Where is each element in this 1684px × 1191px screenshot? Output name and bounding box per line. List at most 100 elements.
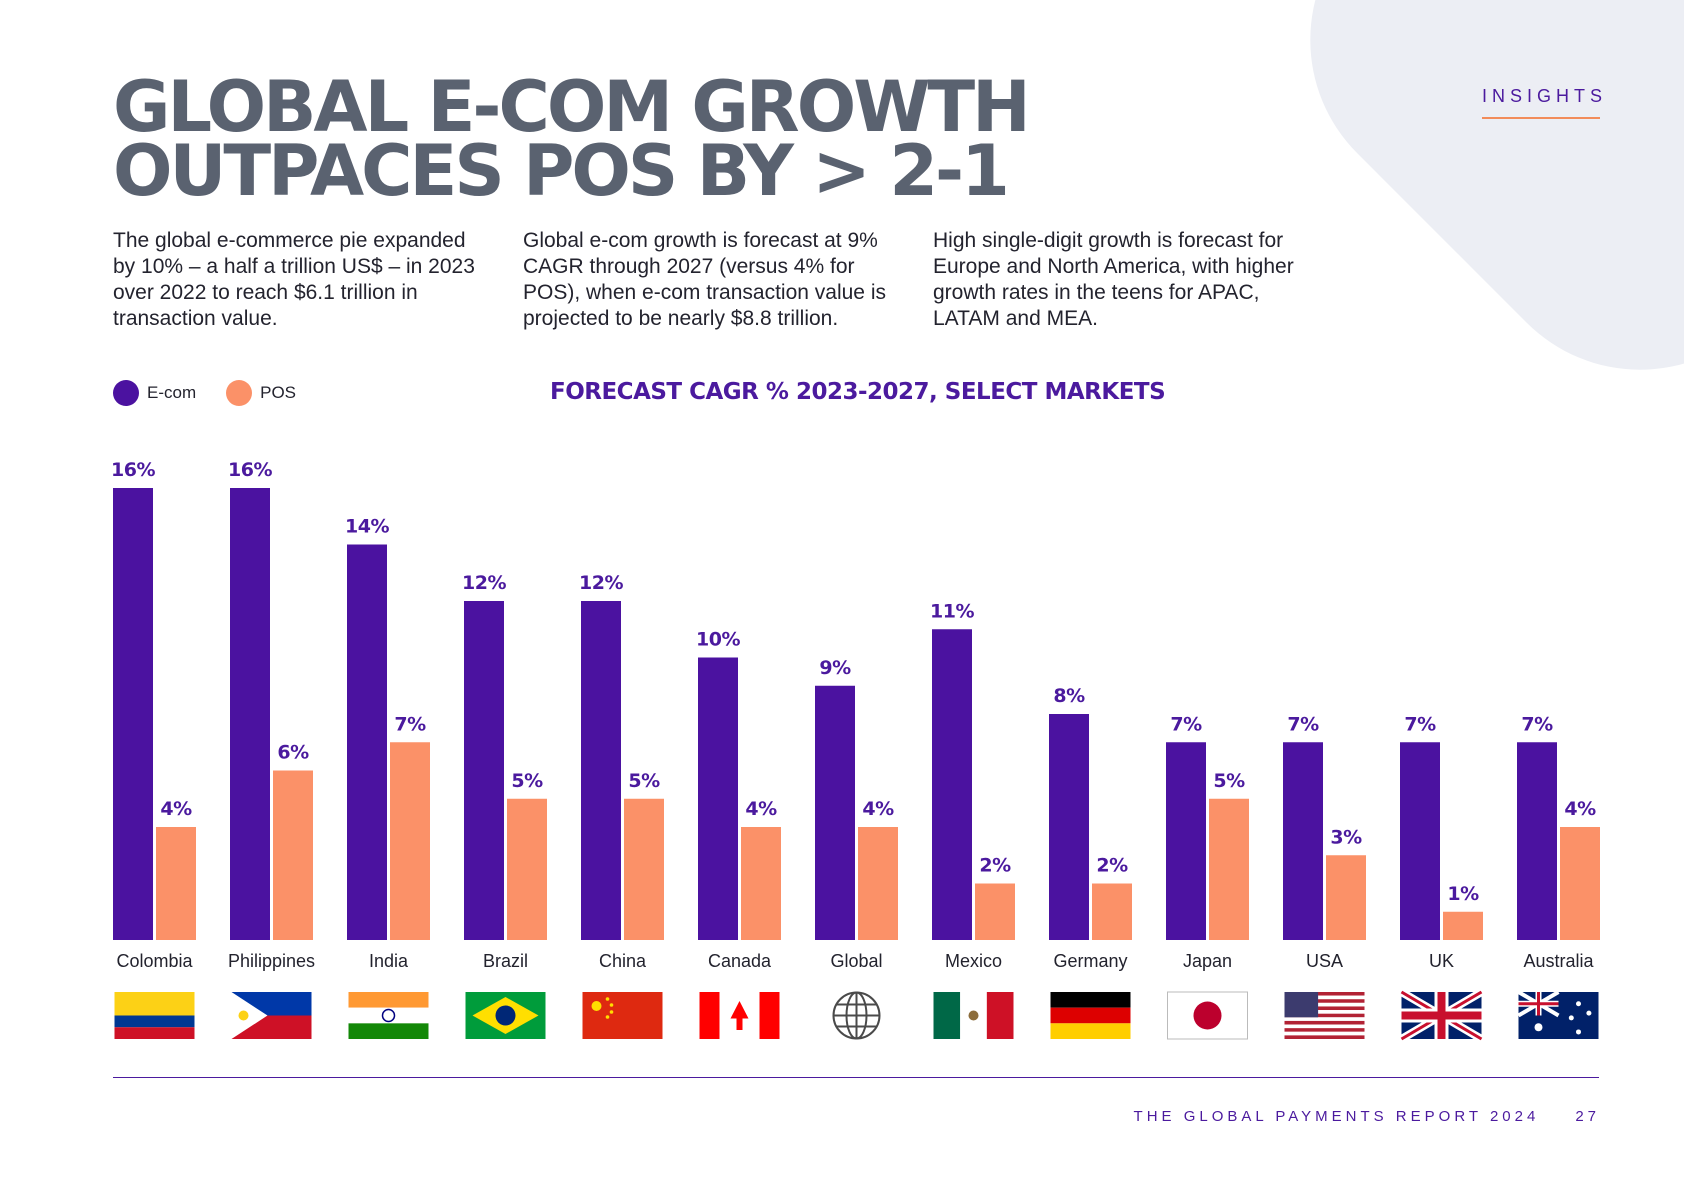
value-label-e-com-global: 9% <box>819 657 851 679</box>
flag-colombia-icon-part <box>114 1015 195 1028</box>
flag-china-icon-part <box>605 1015 610 1019</box>
flag-china-icon-part <box>609 1010 614 1014</box>
bar-pos-uk <box>1443 911 1483 940</box>
flag-india-icon-part <box>348 992 429 1008</box>
chart-title: FORECAST CAGR % 2023-2027, SELECT MARKET… <box>550 379 1166 405</box>
flag-usa-icon-part <box>1284 1013 1365 1018</box>
bar-e-com-japan <box>1166 742 1206 940</box>
flag-australia-icon-part <box>1568 1015 1574 1021</box>
bar-e-com-philippines <box>230 488 270 940</box>
flag-germany-icon-part <box>1050 1007 1131 1024</box>
flag-usa-icon-part <box>1284 1010 1365 1014</box>
flag-usa-icon-part <box>1284 1031 1365 1036</box>
flag-brazil-icon-part <box>495 1005 516 1026</box>
value-label-pos-japan: 5% <box>1213 770 1245 792</box>
flag-usa-icon-part <box>1284 992 1319 1018</box>
section-label-underline <box>1482 117 1600 119</box>
category-label-usa: USA <box>1306 951 1343 971</box>
category-label-germany: Germany <box>1053 951 1127 971</box>
value-label-pos-canada: 4% <box>745 798 777 820</box>
legend-label-ecom: E-com <box>147 383 197 402</box>
value-label-pos-mexico: 2% <box>979 855 1011 877</box>
flag-japan-icon-part <box>1193 1001 1222 1030</box>
category-label-brazil: Brazil <box>483 951 528 971</box>
page-title-line-2: OUTPACES POS BY > 2-1 <box>113 130 1010 212</box>
flag-usa-icon-part <box>1284 1035 1365 1039</box>
value-label-pos-uk: 1% <box>1447 883 1479 905</box>
section-label: INSIGHTS <box>1482 86 1608 106</box>
category-label-japan: Japan <box>1183 951 1232 971</box>
value-label-e-com-usa: 7% <box>1287 713 1319 735</box>
value-label-e-com-uk: 7% <box>1404 713 1436 735</box>
value-label-e-com-germany: 8% <box>1053 685 1085 707</box>
value-label-pos-brazil: 5% <box>511 770 543 792</box>
value-label-e-com-australia: 7% <box>1521 713 1553 735</box>
flag-brazil-icon <box>465 992 546 1039</box>
footer-divider <box>113 1077 1599 1078</box>
value-label-pos-australia: 4% <box>1564 798 1596 820</box>
bar-pos-mexico <box>975 883 1015 940</box>
bar-pos-brazil <box>507 798 547 940</box>
intro-paragraph-2: Global e-com growth is forecast at 9% CA… <box>523 229 886 330</box>
flag-germany-icon-part <box>1050 1023 1131 1039</box>
intro-paragraph-3: High single-digit growth is forecast for… <box>933 229 1294 330</box>
footer-report-title: THE GLOBAL PAYMENTS REPORT 2024 <box>1133 1108 1540 1125</box>
flag-colombia-icon <box>114 992 195 1039</box>
value-label-pos-usa: 3% <box>1330 826 1362 848</box>
flag-india-icon-part <box>348 1023 429 1039</box>
category-label-canada: Canada <box>708 951 772 971</box>
flag-mexico-icon-part <box>986 992 1014 1039</box>
flag-usa-icon-part <box>1284 999 1365 1003</box>
legend-item-pos: POS <box>226 380 296 406</box>
flag-uk-icon-part <box>1401 1011 1482 1020</box>
page-title: GLOBAL E-COM GROWTH OUTPACES POS BY > 2-… <box>113 72 1031 212</box>
bar-e-com-brazil <box>464 601 504 940</box>
bar-e-com-canada <box>698 657 738 940</box>
globe-icon <box>832 991 881 1040</box>
flag-china-icon-part <box>605 997 610 1001</box>
category-label-philippines: Philippines <box>228 951 315 971</box>
flag-india-icon-part <box>381 1008 396 1023</box>
flag-usa-icon <box>1284 992 1365 1039</box>
value-label-e-com-china: 12% <box>579 572 623 594</box>
bar-pos-colombia <box>156 827 196 940</box>
flag-uk-icon <box>1399 988 1484 1043</box>
bar-pos-philippines <box>273 770 313 940</box>
value-label-e-com-colombia: 16% <box>111 459 155 481</box>
flag-usa-icon-part <box>1284 1017 1365 1021</box>
value-label-pos-germany: 2% <box>1096 855 1128 877</box>
flag-australia-icon <box>1517 990 1599 1039</box>
value-label-pos-china: 5% <box>628 770 660 792</box>
flag-australia-icon-part <box>1534 1023 1543 1032</box>
flag-colombia-icon-part <box>114 992 195 1016</box>
bar-e-com-usa <box>1283 742 1323 940</box>
value-label-pos-colombia: 4% <box>160 798 192 820</box>
flag-philippines-icon-part <box>231 992 268 1039</box>
flag-usa-icon-part <box>1284 995 1365 1000</box>
flag-germany-icon-part <box>1050 992 1131 1008</box>
flag-philippines-icon-part <box>238 1010 249 1021</box>
page-number: 27 <box>1575 1108 1600 1125</box>
flag-canada-icon <box>699 992 780 1039</box>
legend-swatch-ecom <box>113 380 139 406</box>
value-label-e-com-brazil: 12% <box>462 572 506 594</box>
category-label-uk: UK <box>1429 951 1454 971</box>
bar-pos-japan <box>1209 798 1249 940</box>
value-label-e-com-philippines: 16% <box>228 459 272 481</box>
category-label-global: Global <box>830 951 882 971</box>
bar-e-com-india <box>347 544 387 940</box>
value-label-pos-global: 4% <box>862 798 894 820</box>
flag-usa-icon-part <box>1284 1028 1365 1032</box>
bar-pos-canada <box>741 827 781 940</box>
flag-china-icon <box>582 992 663 1039</box>
flag-philippines-icon <box>231 992 312 1039</box>
value-label-pos-india: 7% <box>394 713 426 735</box>
intro-paragraph-1: The global e-commerce pie expanded by 10… <box>113 229 475 330</box>
legend-label-pos: POS <box>260 383 297 402</box>
bar-e-com-uk <box>1400 742 1440 940</box>
flag-canada-icon-part <box>699 992 720 1039</box>
flag-australia-icon-part <box>1518 1002 1559 1006</box>
flag-australia-icon-part <box>1576 1029 1581 1035</box>
value-label-pos-philippines: 6% <box>277 742 309 764</box>
